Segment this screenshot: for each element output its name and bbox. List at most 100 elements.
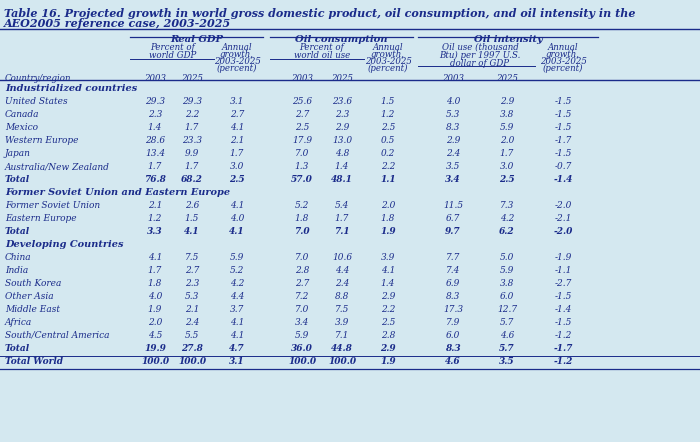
Text: 2003: 2003 — [291, 74, 313, 83]
Text: 7.5: 7.5 — [335, 305, 349, 314]
Text: -1.5: -1.5 — [554, 292, 572, 301]
Text: 4.4: 4.4 — [335, 266, 349, 275]
Text: 5.5: 5.5 — [185, 331, 200, 340]
Text: Total World: Total World — [5, 357, 63, 366]
Text: -1.5: -1.5 — [554, 149, 572, 158]
Text: 1.8: 1.8 — [148, 279, 162, 288]
Text: 1.7: 1.7 — [500, 149, 514, 158]
Text: 4.1: 4.1 — [148, 253, 162, 262]
Text: 4.1: 4.1 — [184, 227, 199, 236]
Text: 3.9: 3.9 — [381, 253, 395, 262]
Text: -1.5: -1.5 — [554, 123, 572, 132]
Text: 3.9: 3.9 — [335, 318, 349, 327]
Text: 5.2: 5.2 — [230, 266, 244, 275]
Text: 17.9: 17.9 — [292, 136, 312, 145]
Text: 8.3: 8.3 — [445, 344, 461, 353]
Text: 3.4: 3.4 — [295, 318, 309, 327]
Text: AEO2005 reference case, 2003-2025: AEO2005 reference case, 2003-2025 — [4, 18, 231, 29]
Text: 3.5: 3.5 — [499, 357, 514, 366]
Text: Total: Total — [5, 344, 30, 353]
Text: 13.4: 13.4 — [145, 149, 165, 158]
Text: 1.7: 1.7 — [230, 149, 244, 158]
Text: 2.5: 2.5 — [499, 175, 514, 184]
Text: 1.4: 1.4 — [381, 279, 395, 288]
Text: 3.8: 3.8 — [500, 110, 514, 119]
Text: 2.5: 2.5 — [229, 175, 245, 184]
Text: 57.0: 57.0 — [291, 175, 313, 184]
Text: 28.6: 28.6 — [145, 136, 165, 145]
Text: 13.0: 13.0 — [332, 136, 352, 145]
Text: 0.2: 0.2 — [381, 149, 395, 158]
Text: Oil use (thousand: Oil use (thousand — [442, 43, 519, 52]
Text: 2003-2025: 2003-2025 — [365, 57, 412, 66]
Text: Africa: Africa — [5, 318, 32, 327]
Text: 2.1: 2.1 — [185, 305, 200, 314]
Text: 5.4: 5.4 — [335, 201, 349, 210]
Text: 4.6: 4.6 — [500, 331, 514, 340]
Text: Total: Total — [5, 175, 30, 184]
Text: 6.2: 6.2 — [499, 227, 514, 236]
Text: -1.7: -1.7 — [554, 136, 572, 145]
Text: -2.1: -2.1 — [554, 214, 572, 223]
Text: -2.0: -2.0 — [553, 227, 573, 236]
Text: 2.4: 2.4 — [335, 279, 349, 288]
Text: growth,: growth, — [546, 50, 580, 59]
Text: 7.0: 7.0 — [295, 149, 309, 158]
Text: 8.3: 8.3 — [446, 123, 460, 132]
Text: 8.8: 8.8 — [335, 292, 349, 301]
Text: 4.1: 4.1 — [230, 331, 244, 340]
Text: 9.9: 9.9 — [185, 149, 200, 158]
Text: 3.1: 3.1 — [229, 357, 245, 366]
Text: 4.5: 4.5 — [148, 331, 162, 340]
Text: -1.2: -1.2 — [554, 331, 572, 340]
Text: 27.8: 27.8 — [181, 344, 203, 353]
Text: 7.4: 7.4 — [446, 266, 460, 275]
Text: 2.6: 2.6 — [185, 201, 200, 210]
Text: -1.4: -1.4 — [554, 305, 572, 314]
Text: -2.0: -2.0 — [554, 201, 572, 210]
Text: 2.0: 2.0 — [500, 136, 514, 145]
Text: 2003-2025: 2003-2025 — [540, 57, 587, 66]
Text: 2.7: 2.7 — [295, 279, 309, 288]
Text: 1.3: 1.3 — [295, 162, 309, 171]
Text: 1.7: 1.7 — [185, 162, 200, 171]
Text: Mexico: Mexico — [5, 123, 38, 132]
Text: 2.8: 2.8 — [381, 331, 395, 340]
Text: 2003-2025: 2003-2025 — [214, 57, 260, 66]
Text: 5.3: 5.3 — [185, 292, 200, 301]
Text: 2003: 2003 — [442, 74, 464, 83]
Text: 2.3: 2.3 — [148, 110, 162, 119]
Text: Country/region: Country/region — [5, 74, 71, 83]
Text: 5.9: 5.9 — [230, 253, 244, 262]
Text: South/Central America: South/Central America — [5, 331, 109, 340]
Text: 2.7: 2.7 — [295, 110, 309, 119]
Text: 2.2: 2.2 — [381, 305, 395, 314]
Text: (percent): (percent) — [368, 64, 408, 73]
Text: Canada: Canada — [5, 110, 39, 119]
Text: 1.9: 1.9 — [380, 357, 395, 366]
Text: Annual: Annual — [372, 43, 403, 52]
Text: Oil consumption: Oil consumption — [295, 35, 388, 44]
Text: 2.7: 2.7 — [185, 266, 200, 275]
Text: 7.1: 7.1 — [335, 331, 349, 340]
Text: 4.0: 4.0 — [230, 214, 244, 223]
Text: -1.7: -1.7 — [553, 344, 573, 353]
Text: 2.8: 2.8 — [295, 266, 309, 275]
Text: 3.0: 3.0 — [500, 162, 514, 171]
Text: -1.5: -1.5 — [554, 318, 572, 327]
Text: 1.9: 1.9 — [148, 305, 162, 314]
Text: 19.9: 19.9 — [144, 344, 166, 353]
Text: 1.8: 1.8 — [295, 214, 309, 223]
Text: 4.2: 4.2 — [230, 279, 244, 288]
Text: Former Soviet Union and Eastern Europe: Former Soviet Union and Eastern Europe — [5, 188, 230, 197]
Text: Australia/New Zealand: Australia/New Zealand — [5, 162, 110, 171]
Text: 7.0: 7.0 — [295, 253, 309, 262]
Text: South Korea: South Korea — [5, 279, 62, 288]
Text: 6.0: 6.0 — [500, 292, 514, 301]
Text: 2.3: 2.3 — [185, 279, 200, 288]
Text: 2.4: 2.4 — [185, 318, 200, 327]
Text: 1.4: 1.4 — [335, 162, 349, 171]
Text: Japan: Japan — [5, 149, 31, 158]
Text: Middle East: Middle East — [5, 305, 60, 314]
Text: 1.7: 1.7 — [148, 162, 162, 171]
